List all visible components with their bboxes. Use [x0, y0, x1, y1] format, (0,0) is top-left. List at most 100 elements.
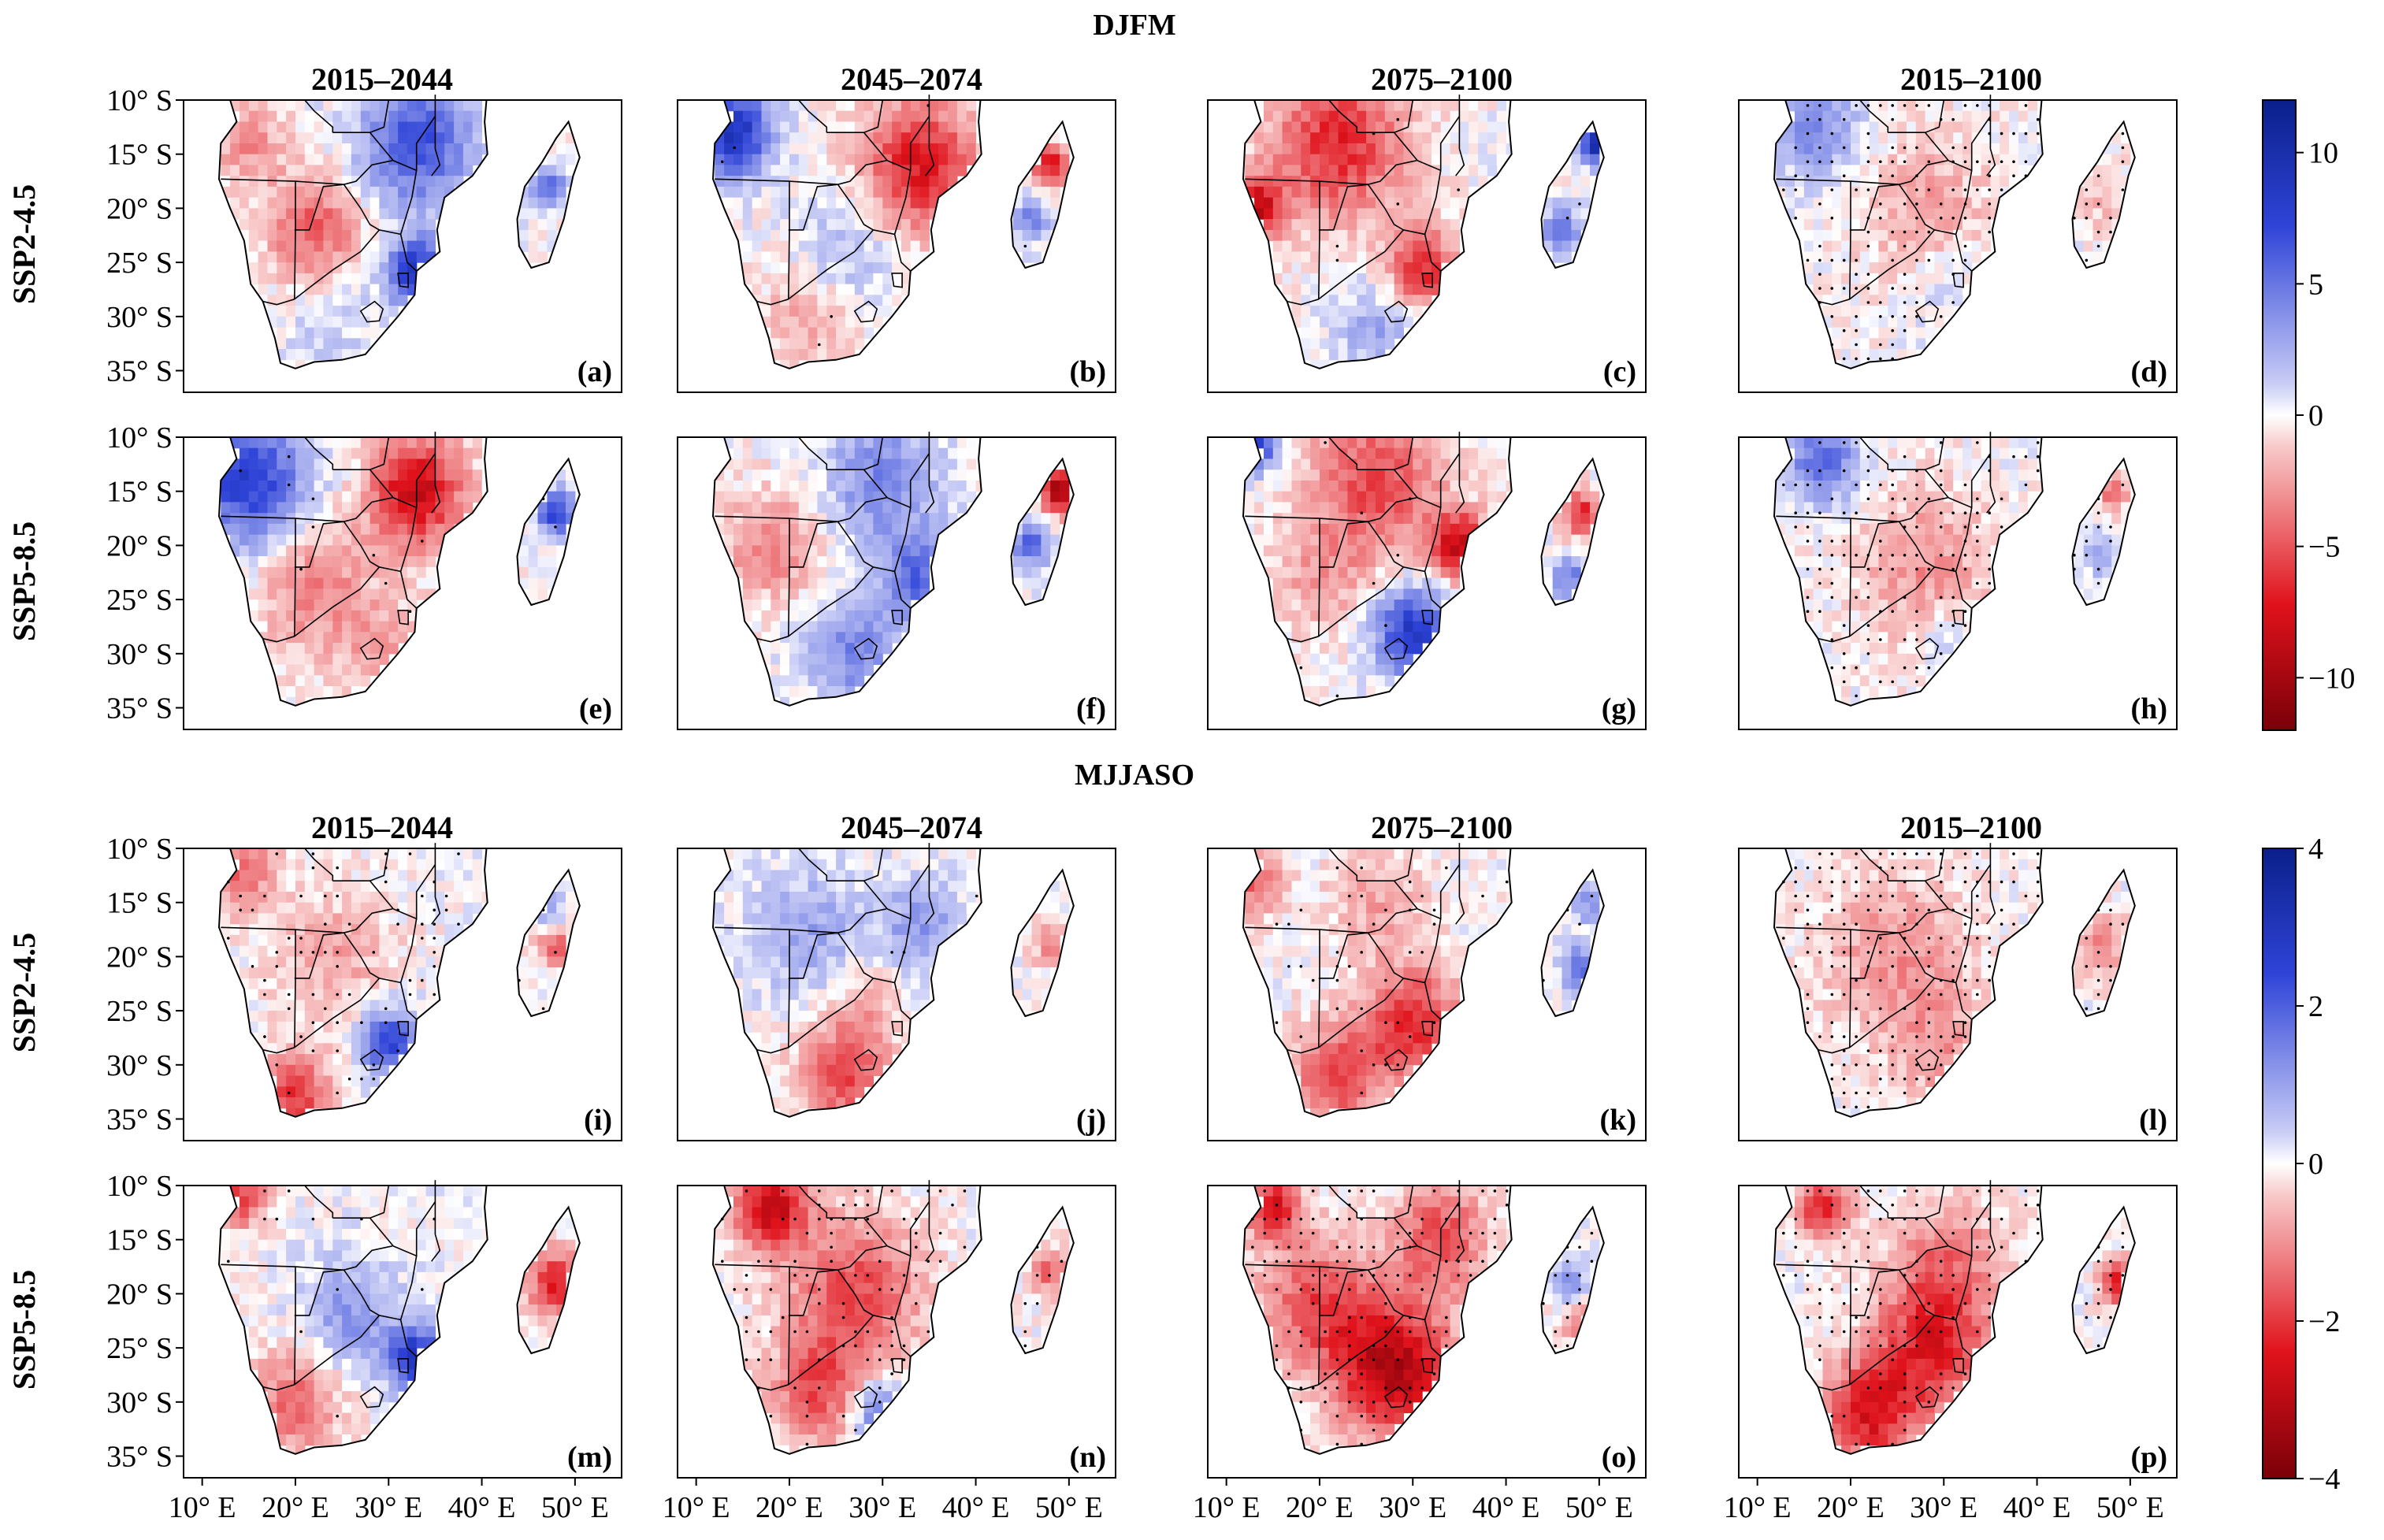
grid-cell — [1878, 588, 1888, 600]
grid-cell — [240, 197, 250, 209]
grid-cell — [240, 913, 250, 925]
grid-cell — [566, 143, 576, 155]
country-border — [1245, 160, 1417, 186]
grid-cell — [1050, 132, 1060, 144]
grid-cell — [798, 154, 809, 165]
grid-cell — [1384, 469, 1395, 481]
grid-cell — [1859, 208, 1870, 220]
grid-cell — [369, 437, 380, 449]
grid-cell — [1897, 316, 1907, 328]
grid-cell — [817, 338, 827, 350]
grid-cell — [369, 219, 380, 231]
grid-cell — [1338, 327, 1348, 339]
grid-cell — [1934, 240, 1944, 252]
grid-cell — [398, 121, 408, 133]
grid-cell — [1357, 121, 1367, 133]
grid-cell — [742, 534, 753, 546]
grid-cell — [836, 437, 846, 449]
grid-cell — [789, 610, 800, 622]
stipple-dot — [1842, 540, 1846, 543]
grid-cell — [1310, 197, 1320, 209]
grid-cell — [1851, 696, 1861, 706]
grid-cell — [537, 556, 548, 568]
grid-cell — [323, 100, 333, 112]
grid-cell — [1320, 675, 1330, 687]
grid-cell — [771, 566, 781, 579]
grid-cell — [388, 437, 399, 449]
grid-cell — [1282, 556, 1292, 568]
grid-cell — [1440, 110, 1451, 122]
grid-cell — [351, 262, 362, 274]
grid-cell — [258, 491, 268, 503]
grid-cell — [1897, 632, 1907, 644]
grid-cell — [462, 458, 473, 470]
grid-cell — [286, 316, 296, 328]
grid-cell — [2009, 132, 2019, 144]
grid-cell — [1291, 273, 1302, 285]
grid-cell — [230, 186, 240, 199]
grid-cell — [547, 165, 557, 176]
grid-cell — [332, 229, 343, 242]
grid-cell — [435, 176, 445, 187]
grid-cell — [1413, 176, 1423, 187]
stipple-dot — [1915, 624, 1918, 627]
grid-cell — [845, 251, 856, 263]
stipple-dot — [2085, 554, 2089, 557]
grid-cell — [388, 534, 399, 546]
grid-cell — [1990, 458, 2000, 470]
grid-cell — [1328, 327, 1339, 339]
grid-cell — [1422, 632, 1432, 644]
grid-cell — [733, 513, 744, 525]
grid-cell — [1272, 458, 1283, 470]
grid-cell — [771, 219, 781, 231]
grid-cell — [1469, 513, 1479, 525]
grid-cell — [556, 132, 566, 144]
grid-cell — [1450, 566, 1460, 579]
grid-cell — [1888, 197, 1898, 209]
grid-cell — [1291, 251, 1302, 263]
grid-cell — [267, 1032, 277, 1044]
grid-cell — [1990, 176, 2000, 187]
grid-cell — [1328, 610, 1339, 622]
stipple-dot — [1951, 596, 1955, 599]
grid-cell — [425, 469, 436, 481]
grid-cell — [1897, 491, 1907, 503]
grid-cell — [2102, 502, 2112, 514]
grid-cell — [304, 588, 315, 600]
grid-cell — [817, 675, 827, 687]
grid-cell — [733, 523, 744, 536]
grid-cell — [342, 577, 352, 589]
grid-cell — [1543, 219, 1554, 231]
grid-cell — [1050, 481, 1060, 492]
grid-cell — [1496, 447, 1507, 459]
grid-cell — [1328, 566, 1339, 579]
grid-cell — [761, 523, 771, 536]
grid-cell — [547, 208, 557, 220]
grid-cell — [323, 513, 333, 525]
grid-cell — [398, 100, 408, 112]
grid-cell — [537, 545, 548, 557]
grid-cell — [752, 197, 762, 209]
grid-cell — [277, 437, 287, 449]
grid-cell — [1469, 458, 1479, 470]
grid-cell — [1832, 653, 1842, 666]
grid-cell — [304, 632, 315, 644]
grid-cell — [1580, 197, 1591, 209]
grid-cell — [1291, 110, 1302, 122]
stipple-dot — [1830, 596, 1834, 599]
grid-cell — [1403, 219, 1413, 231]
stipple-dot — [2024, 455, 2028, 458]
grid-cell — [1944, 523, 1954, 536]
grid-cell — [360, 338, 371, 350]
grid-cell — [1878, 284, 1888, 295]
grid-cell — [379, 556, 389, 568]
grid-cell — [267, 437, 277, 449]
grid-cell — [1897, 621, 1907, 633]
grid-cell — [528, 566, 539, 579]
grid-cell — [733, 219, 744, 231]
grid-cell — [1934, 273, 1944, 285]
grid-cell — [342, 588, 352, 600]
grid-cell — [2074, 566, 2085, 579]
grid-cell — [882, 251, 893, 263]
grid-cell — [854, 273, 865, 285]
